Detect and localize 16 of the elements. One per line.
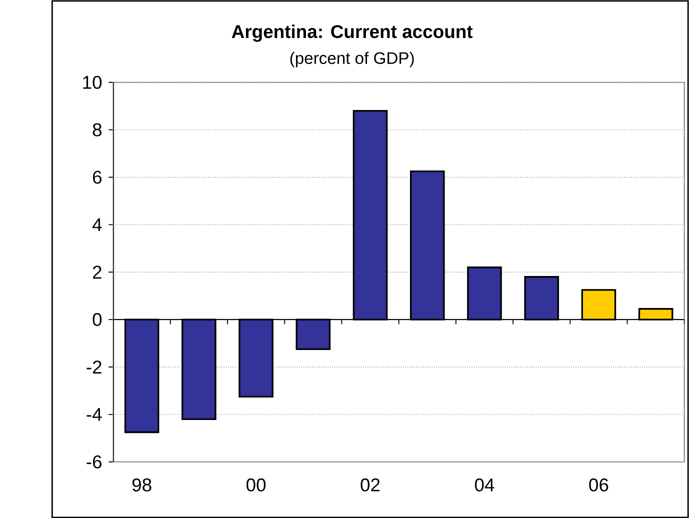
- x-tick-label: 98: [132, 478, 152, 492]
- y-tick-label: -6: [86, 455, 102, 468]
- y-tick-label: 6: [92, 170, 102, 184]
- y-tick-label: 4: [92, 218, 102, 231]
- y-tick-label: -2: [86, 360, 102, 374]
- y-tick-label: -4: [86, 408, 102, 421]
- y-tick-label: 2: [92, 266, 102, 278]
- x-tick-label: 00: [246, 478, 266, 492]
- chart-subtitle: (percent of GDP): [290, 52, 414, 68]
- x-tick-label: 02: [360, 478, 380, 492]
- chart-title: Argentina: Current account: [232, 24, 473, 42]
- x-tick-label: 04: [474, 478, 494, 492]
- y-tick-label: 10: [83, 76, 102, 89]
- y-tick-label: 0: [92, 312, 102, 326]
- y-tick-label: 8: [92, 123, 102, 136]
- x-tick-label: 06: [589, 478, 608, 492]
